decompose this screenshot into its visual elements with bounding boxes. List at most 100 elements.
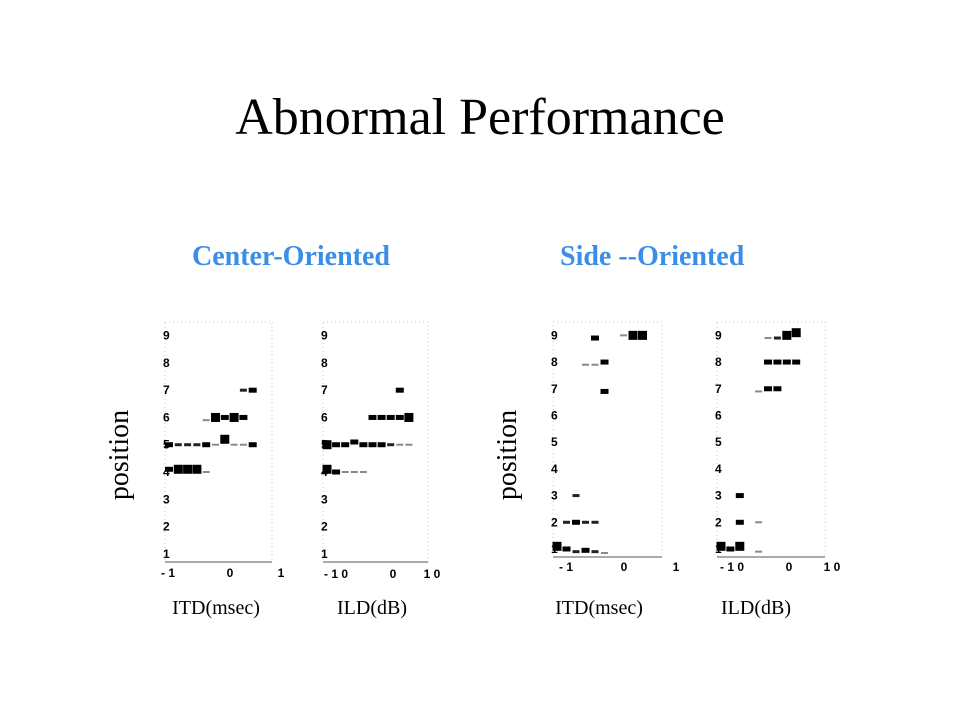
data-point — [591, 363, 599, 366]
data-point — [202, 419, 210, 422]
data-point — [601, 551, 608, 554]
data-point — [202, 471, 210, 473]
data-point — [600, 388, 609, 394]
x-tick-label: 0 — [621, 560, 628, 574]
data-point — [764, 359, 772, 365]
data-point — [782, 330, 792, 340]
y-tick-label: 8 — [715, 355, 722, 369]
data-point — [572, 550, 580, 554]
y-tick-label: 5 — [715, 435, 722, 449]
y-tick-label: 9 — [551, 328, 558, 342]
y-tick-label: 1 — [321, 547, 328, 561]
data-point — [350, 471, 358, 473]
data-point — [377, 442, 386, 448]
data-point — [230, 443, 238, 446]
data-point — [395, 387, 404, 393]
data-point — [368, 442, 377, 448]
data-point — [248, 442, 257, 448]
y-tick-label: 9 — [321, 329, 328, 343]
data-point — [404, 412, 414, 422]
data-point — [582, 363, 589, 366]
x-tick-label: 1 0 — [824, 560, 841, 574]
y-tick-label: 4 — [163, 465, 170, 479]
data-point — [377, 414, 386, 420]
data-point — [572, 519, 580, 525]
x-tick-label: 0 — [227, 566, 234, 580]
plot-frame — [322, 321, 429, 563]
x-tick-label: - 1 — [559, 560, 573, 574]
data-point — [248, 387, 257, 393]
x-tick-label: 1 0 — [424, 567, 441, 581]
x-tick-label: - 1 0 — [720, 560, 744, 574]
data-point — [165, 442, 173, 448]
data-point — [572, 494, 580, 498]
y-tick-label: 7 — [321, 383, 328, 397]
group-title-center: Center-Oriented — [192, 241, 390, 272]
x-tick-label: 1 — [278, 566, 285, 580]
data-point — [322, 464, 332, 474]
data-point — [192, 464, 202, 474]
data-point — [638, 330, 647, 340]
data-point — [600, 359, 609, 365]
y-tick-label: 8 — [551, 355, 558, 369]
data-point — [239, 443, 247, 446]
data-point — [239, 414, 248, 420]
data-point — [220, 414, 229, 420]
y-tick-label: 3 — [321, 492, 328, 506]
x-caption-ild-center: ILD(dB) — [337, 597, 407, 619]
data-point — [395, 414, 404, 420]
y-tick-label: 6 — [715, 408, 722, 422]
data-point — [582, 520, 589, 524]
data-point — [552, 541, 562, 551]
data-point — [591, 520, 599, 524]
data-point — [620, 334, 627, 337]
data-point — [735, 519, 744, 525]
y-tick-label: 2 — [551, 515, 558, 529]
y-tick-label: 8 — [163, 356, 170, 370]
y-tick-label: 8 — [321, 356, 328, 370]
data-point — [322, 440, 332, 450]
data-point — [563, 520, 570, 524]
data-point — [359, 471, 367, 473]
data-point — [764, 386, 772, 392]
y-tick-label: 3 — [163, 492, 170, 506]
data-point — [726, 546, 735, 552]
data-point — [332, 442, 341, 448]
y-tick-label: 5 — [551, 435, 558, 449]
x-tick-label: 0 — [786, 560, 793, 574]
y-tick-label: 7 — [715, 382, 722, 396]
data-point — [173, 464, 183, 474]
data-point — [755, 521, 763, 524]
y-tick-label: 9 — [163, 329, 170, 343]
x-tick-label: - 1 — [161, 566, 175, 580]
y-tick-label: 6 — [551, 408, 558, 422]
data-point — [174, 443, 182, 447]
data-point — [239, 388, 247, 392]
y-tick-label: 9 — [715, 328, 722, 342]
y-tick-label: 4 — [551, 462, 558, 476]
data-point — [165, 466, 173, 472]
data-point — [202, 442, 211, 448]
data-point — [341, 442, 350, 448]
data-point — [735, 541, 745, 551]
data-point — [193, 443, 201, 447]
y-tick-label: 7 — [163, 383, 170, 397]
y-tick-label: 2 — [163, 520, 170, 534]
y-tick-label: 3 — [715, 489, 722, 503]
y-tick-label: 6 — [163, 410, 170, 424]
x-caption-ild-side: ILD(dB) — [721, 597, 791, 619]
data-point — [735, 493, 744, 499]
data-point — [387, 443, 395, 447]
data-point — [212, 443, 219, 446]
data-point — [764, 337, 772, 340]
x-tick-label: - 1 0 — [324, 567, 348, 581]
data-point — [791, 328, 801, 338]
data-point — [359, 442, 368, 448]
data-point — [386, 414, 395, 420]
x-caption-itd-center: ITD(msec) — [172, 597, 260, 619]
x-caption-itd-side: ITD(msec) — [555, 597, 643, 619]
data-point — [591, 550, 599, 554]
